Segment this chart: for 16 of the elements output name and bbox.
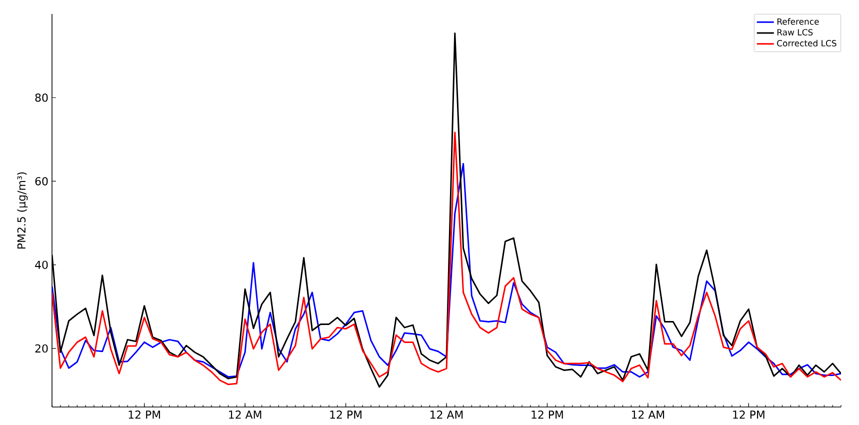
legend-label: Reference (777, 18, 819, 25)
x-tick-label: 12 AM (229, 410, 262, 419)
y-axis-title: PM2.5 (μg/m³) (17, 172, 28, 249)
legend-label: Raw LCS (777, 29, 813, 36)
legend-label: Corrected LCS (777, 40, 836, 46)
x-tick-label: 12 PM (330, 410, 362, 419)
x-tick-label: 12 PM (733, 410, 764, 419)
line-series (52, 162, 841, 378)
y-tick-label: 80 (35, 93, 48, 102)
y-tick-label: 60 (35, 177, 48, 186)
x-tick-label: 12 AM (632, 410, 664, 419)
x-tick-label: 12 PM (532, 410, 563, 419)
y-tick-label: 20 (35, 344, 48, 353)
y-tick-label: 40 (35, 260, 48, 269)
x-tick-label: 12 PM (128, 410, 160, 419)
x-tick-label: 12 AM (430, 410, 463, 419)
